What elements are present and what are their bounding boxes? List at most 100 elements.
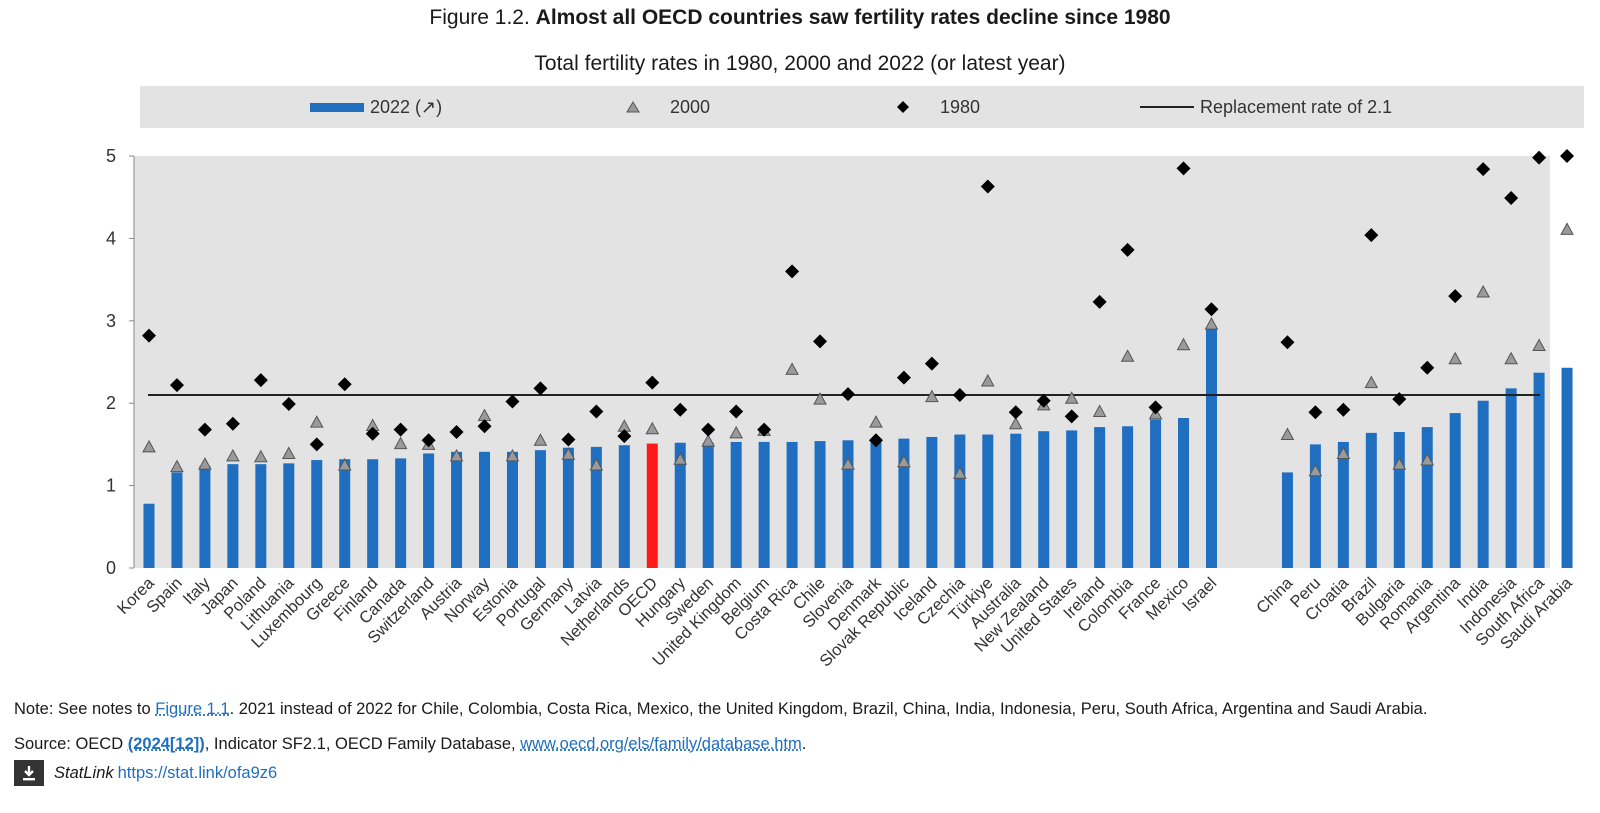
statlink: StatLink https://stat.link/ofa9z6 <box>14 760 277 786</box>
point-1980 <box>477 419 492 434</box>
bar-denmark <box>870 440 882 568</box>
figure-title: Figure 1.2. Almost all OECD countries sa… <box>0 6 1600 30</box>
y-tick-label: 1 <box>106 476 116 496</box>
point-2000 <box>1176 337 1191 351</box>
bar-croatia <box>1337 441 1349 568</box>
point-1980 <box>1560 149 1575 163</box>
bar-hungary <box>674 442 686 568</box>
point-1980 <box>589 404 604 419</box>
legend-triangle-icon <box>626 101 640 113</box>
bar-estonia <box>506 451 518 568</box>
point-1980 <box>729 404 744 419</box>
bar-poland <box>255 464 267 568</box>
bar-india <box>1477 400 1489 568</box>
y-tick-label: 3 <box>106 311 116 331</box>
point-2000 <box>1448 351 1463 365</box>
point-2000 <box>589 457 604 471</box>
bar-latvia <box>590 446 602 568</box>
bar-peru <box>1309 444 1321 568</box>
y-tick-label: 4 <box>106 228 116 248</box>
source-url-link[interactable]: www.oecd.org/els/family/database.htm <box>520 735 802 753</box>
point-1980 <box>561 432 576 447</box>
point-2000 <box>869 415 883 428</box>
point-2000 <box>813 392 827 405</box>
point-2000 <box>952 466 967 479</box>
point-2000 <box>1420 453 1435 466</box>
chart-note: Note: See notes to Figure 1.1. 2021 inst… <box>14 700 1427 719</box>
point-2000 <box>226 448 240 462</box>
point-2000 <box>1120 349 1135 362</box>
point-2000 <box>645 421 660 435</box>
bar-slovak-republic <box>898 438 910 568</box>
note-text: . 2021 instead of 2022 for Chile, Colomb… <box>229 700 1428 718</box>
point-1980 <box>505 394 520 409</box>
point-2000 <box>729 425 744 439</box>
point-2000 <box>1204 317 1219 330</box>
bar-belgium <box>758 441 770 568</box>
point-1980 <box>1280 335 1295 350</box>
point-2000 <box>1532 338 1546 352</box>
point-2000 <box>673 452 688 465</box>
bar-japan <box>227 464 239 568</box>
point-1980 <box>1148 400 1163 415</box>
figure-1-1-link[interactable]: Figure 1.1 <box>155 700 230 718</box>
point-2000 <box>1364 375 1379 389</box>
point-1980 <box>533 381 548 396</box>
point-1980 <box>1336 402 1351 417</box>
point-2000 <box>533 433 548 446</box>
legend-label-2000: 2000 <box>670 96 711 117</box>
point-2000 <box>449 448 464 462</box>
bar-finland <box>367 459 379 568</box>
point-2000 <box>309 415 324 428</box>
bar-costa-rica <box>786 441 798 568</box>
point-1980 <box>1092 294 1107 309</box>
point-1980 <box>1420 360 1435 375</box>
bar-spain <box>171 472 183 568</box>
bar-south-africa <box>1533 372 1545 568</box>
fertility-chart: 012345KoreaSpainItalyJapanPolandLithuani… <box>106 146 1576 670</box>
bar-israel <box>1205 329 1217 568</box>
point-2000 <box>337 457 352 471</box>
bar-saudi-arabia <box>1561 367 1573 568</box>
point-2000 <box>1280 427 1295 441</box>
legend-label-1980: 1980 <box>940 96 981 117</box>
point-2000 <box>170 459 184 473</box>
bar-sweden <box>702 442 714 568</box>
bar-romania <box>1421 427 1433 568</box>
point-1980 <box>1392 392 1407 407</box>
bar-ireland <box>1094 427 1106 568</box>
point-2000 <box>142 439 156 453</box>
point-1980 <box>701 422 716 437</box>
bar-luxembourg <box>311 460 323 568</box>
download-icon[interactable] <box>14 760 44 786</box>
source-reference-link[interactable]: (2024[12]) <box>127 735 205 753</box>
bar-switzerland <box>423 453 435 568</box>
bar-united-states <box>1066 430 1078 568</box>
point-1980 <box>1204 302 1219 317</box>
y-tick-label: 2 <box>106 393 116 413</box>
point-2000 <box>1064 391 1079 404</box>
bar-france <box>1150 419 1162 568</box>
point-2000 <box>505 448 520 462</box>
point-2000 <box>561 447 576 460</box>
bar-norway <box>479 451 491 568</box>
bar-bulgaria <box>1393 432 1405 568</box>
point-1980 <box>1364 228 1379 243</box>
statlink-url[interactable]: https://stat.link/ofa9z6 <box>117 763 278 782</box>
bar-oecd <box>646 443 658 568</box>
bar-portugal <box>534 450 546 568</box>
point-1980 <box>645 375 660 390</box>
point-2000 <box>980 373 995 387</box>
point-2000 <box>1308 463 1323 477</box>
bar-t-rkiye <box>982 434 994 568</box>
bar-argentina <box>1449 413 1461 568</box>
bar-new-zealand <box>1038 431 1050 568</box>
bar-austria <box>451 451 463 568</box>
figure-number: Figure 1.2. <box>429 6 530 29</box>
point-2000 <box>1008 416 1023 430</box>
point-2000 <box>1092 404 1107 417</box>
bar-brazil <box>1365 432 1377 568</box>
bar-slovenia <box>842 440 854 568</box>
point-2000 <box>701 434 716 447</box>
point-1980 <box>281 397 296 412</box>
